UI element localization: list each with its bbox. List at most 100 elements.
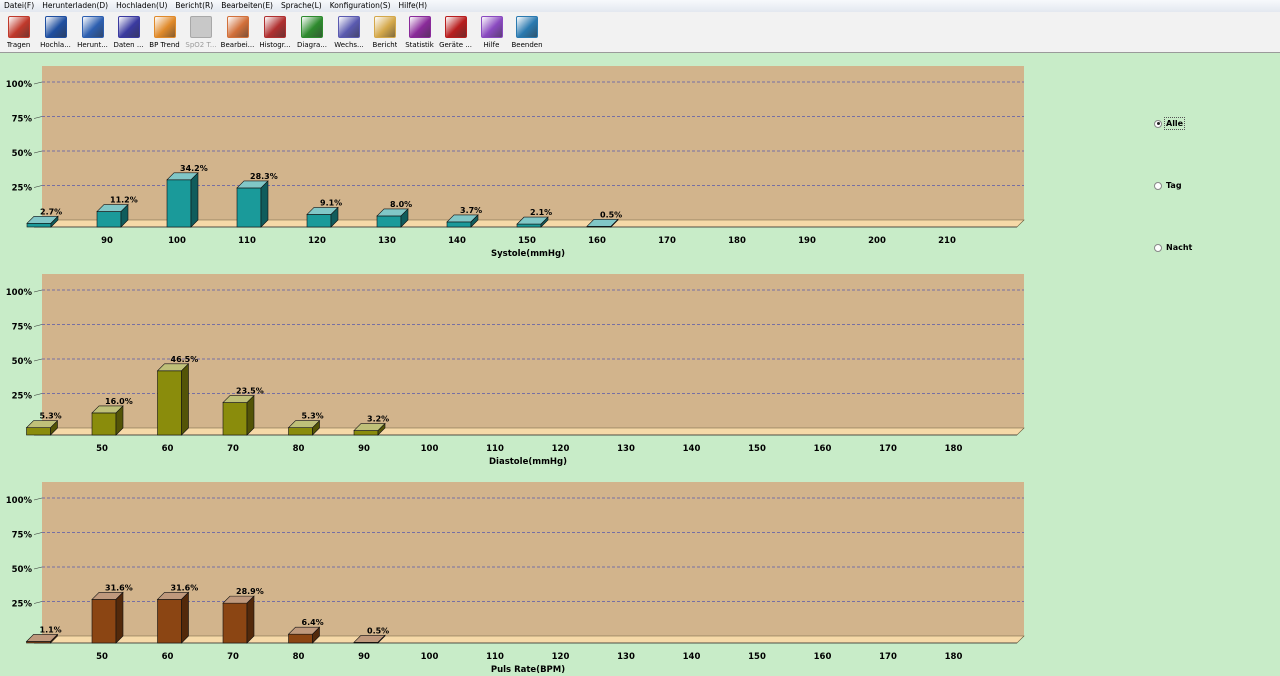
- systole-y-tick-label: 50%: [12, 149, 33, 159]
- toolbar-button-3[interactable]: Daten ...: [111, 12, 146, 52]
- systole-bar-value-label: 34.2%: [180, 164, 208, 173]
- diastole-bar-front: [222, 402, 248, 436]
- toolbar-button-7[interactable]: Histogr...: [256, 12, 294, 52]
- toolbar-button-4[interactable]: BP Trend: [146, 12, 183, 52]
- diastole-x-tick-label: 50: [96, 444, 108, 454]
- systole-y-tick-label: 25%: [12, 184, 33, 194]
- systole-bar-front: [306, 214, 332, 228]
- pulse-bar: [222, 595, 255, 644]
- menu-file[interactable]: Datei(F): [4, 1, 35, 10]
- exit-globe-icon: [516, 16, 538, 38]
- edit-document-icon: [226, 16, 249, 38]
- menu-help[interactable]: Hilfe(H): [398, 1, 428, 10]
- radio-all[interactable]: Alle: [1154, 117, 1186, 130]
- diastole-bar-value-label: 5.3%: [302, 412, 324, 421]
- systole-bar-side: [540, 216, 549, 228]
- toolbar-button-label: Wechs...: [334, 41, 364, 49]
- systole-bar: [26, 215, 59, 228]
- spo2-icon: [190, 16, 212, 38]
- systole-bar-side: [610, 218, 619, 228]
- menu-edit[interactable]: Bearbeiten(E): [221, 1, 273, 10]
- menu-download[interactable]: Herunterladen(D): [42, 1, 109, 10]
- systole-bar-side: [260, 180, 269, 228]
- diastole-gridline-connector: [33, 358, 43, 362]
- toolbar-button-11[interactable]: Statistik: [402, 12, 437, 52]
- systole-bar-side: [190, 172, 199, 228]
- toolbar-button-14[interactable]: Beenden: [509, 12, 545, 52]
- toolbar-button-13[interactable]: Hilfe: [474, 12, 509, 52]
- pulse-rate-histogram: 100% 75% 50% 25% 50 60 70 80 90 100 110 120 130 140 15…: [0, 476, 1040, 676]
- pulse-y-tick-label: 25%: [12, 600, 33, 610]
- diastole-x-tick-label: 110: [486, 444, 504, 454]
- pulse-bar-value-label: 31.6%: [105, 583, 133, 592]
- pulse-bar-side: [50, 633, 58, 644]
- systole-x-tick-label: 130: [378, 236, 396, 246]
- trend-chart-icon: [153, 16, 176, 38]
- toolbar-button-9[interactable]: Wechs...: [330, 12, 368, 52]
- diastole-bar-front: [353, 430, 379, 436]
- diastole-bar: [353, 422, 386, 436]
- diastole-x-tick-label: 90: [358, 444, 370, 454]
- diastole-plot-background: [42, 274, 1024, 428]
- toolbar-button-5[interactable]: SpO2 T...: [183, 12, 219, 52]
- pulse-x-axis-title: Puls Rate(BPM): [491, 665, 565, 675]
- toolbar-button-label: Bearbei...: [220, 41, 255, 49]
- radio-night-label[interactable]: Nacht: [1166, 243, 1193, 252]
- diastole-y-tick-label: 25%: [12, 392, 33, 402]
- systole-bar: [446, 214, 479, 228]
- menu-upload[interactable]: Hochladen(U): [116, 1, 168, 10]
- systole-x-tick-label: 180: [728, 236, 746, 246]
- toolbar-button-8[interactable]: Diagra...: [294, 12, 330, 52]
- help-icon: [480, 16, 503, 38]
- radio-all-label[interactable]: Alle: [1163, 117, 1186, 130]
- diastole-y-tick-label: 75%: [12, 323, 33, 333]
- radio-all-button[interactable]: [1154, 119, 1162, 128]
- toolbar-button-label: SpO2 T...: [185, 41, 217, 49]
- systole-bar-front: [26, 222, 52, 228]
- systole-bar-front: [236, 187, 262, 228]
- systole-x-tick-label: 100: [168, 236, 186, 246]
- systole-bar-front: [96, 211, 122, 228]
- toolbar-button-2[interactable]: Herunt...: [74, 12, 111, 52]
- diastole-x-tick-label: 160: [814, 444, 832, 454]
- systole-x-tick-label: 170: [658, 236, 676, 246]
- menu-language[interactable]: Sprache(L): [280, 1, 322, 10]
- radio-day-label[interactable]: Tag: [1166, 181, 1182, 190]
- radio-day-button[interactable]: [1154, 181, 1162, 190]
- systole-bar-side: [400, 208, 409, 228]
- toolbar: Tragen Hochla... Herunt... Daten ... BP Tren…: [0, 12, 1280, 53]
- toolbar-button-label: Herunt...: [77, 41, 108, 49]
- diastole-gridline-connector: [33, 393, 43, 396]
- pulse-bar-front: [157, 599, 182, 644]
- toolbar-button-0[interactable]: Tragen: [0, 12, 37, 52]
- toolbar-button-1[interactable]: Hochla...: [37, 12, 74, 52]
- systole-x-tick-label: 90: [101, 236, 113, 246]
- pulse-y-tick-label: 100%: [6, 496, 33, 506]
- systole-x-tick-label: 110: [238, 236, 256, 246]
- pulse-bar-value-label: 0.5%: [367, 626, 389, 635]
- menu-report[interactable]: Bericht(R): [175, 1, 214, 10]
- diastole-bar-side: [50, 419, 58, 436]
- pulse-bar-side: [181, 591, 189, 644]
- toolbar-button-12[interactable]: Geräte ...: [437, 12, 474, 52]
- systole-bar-value-label: 2.7%: [40, 207, 62, 216]
- pulse-x-tick-label: 150: [748, 652, 766, 662]
- diastole-bar-front: [26, 427, 51, 436]
- systole-bar-front: [516, 223, 542, 228]
- radio-night[interactable]: Nacht: [1154, 243, 1192, 252]
- toolbar-button-label: Bericht: [372, 41, 398, 49]
- systole-bar: [96, 203, 129, 228]
- radio-day[interactable]: Tag: [1154, 181, 1182, 190]
- radio-night-button[interactable]: [1154, 243, 1162, 252]
- diastole-x-tick-label: 60: [162, 444, 174, 454]
- menu-configuration[interactable]: Konfiguration(S): [329, 1, 391, 10]
- systole-x-tick-label: 160: [588, 236, 606, 246]
- diastole-bar-value-label: 23.5%: [236, 387, 264, 396]
- diastole-gridline-connector: [33, 324, 43, 327]
- toolbar-button-10[interactable]: Bericht: [368, 12, 402, 52]
- diastole-bar-side: [181, 363, 189, 436]
- systole-gridline-connector: [33, 116, 43, 119]
- diastole-x-axis-title: Diastole(mmHg): [489, 457, 567, 467]
- toolbar-button-6[interactable]: Bearbei...: [219, 12, 256, 52]
- pulse-bar: [91, 591, 124, 644]
